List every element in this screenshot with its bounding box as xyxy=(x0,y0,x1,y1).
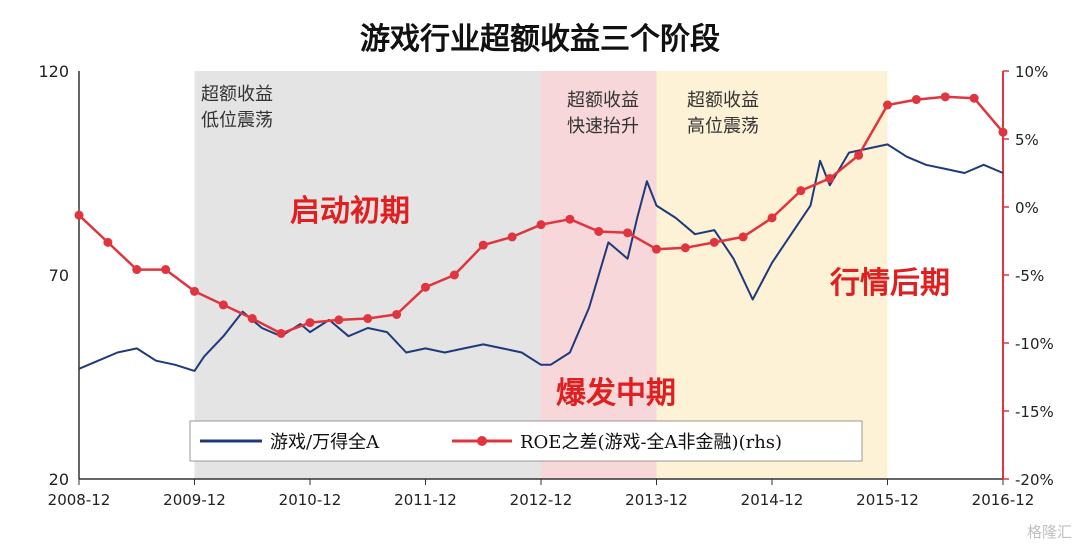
roe-point xyxy=(738,232,748,242)
roe-point xyxy=(334,315,344,325)
y-left-tick-label: 120 xyxy=(38,62,69,81)
roe-point xyxy=(940,92,950,102)
stage-label-burst: 爆发中期 xyxy=(556,376,676,411)
y-right-tick-label: 0% xyxy=(1015,199,1039,217)
y-right-tick-label: -5% xyxy=(1015,267,1044,285)
chart-title: 游戏行业超额收益三个阶段 xyxy=(360,22,720,57)
legend-label-game: 游戏/万得全A xyxy=(270,432,380,453)
roe-point xyxy=(998,127,1008,137)
y-left-tick-label: 70 xyxy=(49,266,69,285)
phase-label-rise: 超额收益 快速抬升 xyxy=(567,90,639,137)
axes: 2008-12 2009-12 2010-12 2011-12 2012-12 2013-… xyxy=(38,62,1053,509)
y-right-tick-label: 5% xyxy=(1015,131,1039,149)
roe-point xyxy=(709,237,719,247)
phase-band-2 xyxy=(656,71,888,479)
x-tick-label: 2013-12 xyxy=(625,491,688,509)
x-tick-label: 2016-12 xyxy=(972,491,1035,509)
phase-label-low: 超额收益 低位震荡 xyxy=(201,84,273,131)
roe-point xyxy=(854,150,864,160)
stage-label-late: 行情后期 xyxy=(830,266,950,301)
y-right-tick-label: -15% xyxy=(1015,403,1054,421)
y-right-tick-label: -10% xyxy=(1015,335,1054,353)
roe-point xyxy=(132,265,142,275)
legend: 游戏/万得全A ROE之差(游戏-全A非金融)(rhs) xyxy=(189,420,863,462)
stage-label-start: 启动初期 xyxy=(290,194,410,229)
roe-point xyxy=(536,220,546,230)
roe-point xyxy=(449,270,459,280)
legend-marker-roe xyxy=(477,436,487,446)
x-tick-label: 2010-12 xyxy=(279,491,342,509)
roe-point xyxy=(218,300,228,310)
roe-point xyxy=(247,314,257,324)
x-tick-label: 2011-12 xyxy=(394,491,457,509)
series xyxy=(74,92,1008,372)
roe-point xyxy=(680,243,690,253)
roe-point xyxy=(767,213,777,223)
roe-point xyxy=(74,210,84,220)
roe-point xyxy=(478,240,488,250)
x-tick-label: 2015-12 xyxy=(856,491,919,509)
roe-point xyxy=(594,226,604,236)
phase-band-0 xyxy=(194,71,541,479)
roe-point xyxy=(363,314,373,324)
roe-point xyxy=(565,214,575,224)
roe-point xyxy=(392,309,402,319)
roe-point xyxy=(103,237,113,247)
roe-point xyxy=(507,232,517,242)
watermark: 格隆汇 xyxy=(1026,523,1072,541)
y-right-tick-label: -20% xyxy=(1015,471,1054,489)
x-tick-label: 2012-12 xyxy=(510,491,573,509)
x-tick-label: 2008-12 xyxy=(48,491,111,509)
roe-point xyxy=(190,286,199,296)
roe-point xyxy=(305,318,315,328)
y-left-tick-label: 20 xyxy=(49,470,69,489)
y-right-tick-label: 10% xyxy=(1015,63,1048,81)
legend-label-roe: ROE之差(游戏-全A非金融)(rhs) xyxy=(520,432,782,453)
roe-point xyxy=(623,228,633,238)
roe-point xyxy=(883,100,892,110)
x-tick-label: 2009-12 xyxy=(163,491,226,509)
roe-point xyxy=(796,186,806,196)
roe-point xyxy=(161,265,171,275)
phase-label-high: 超额收益 高位震荡 xyxy=(687,90,759,137)
roe-point xyxy=(825,173,835,183)
roe-point xyxy=(421,282,430,292)
roe-point xyxy=(652,244,661,254)
roe-point xyxy=(276,328,286,338)
phase-backgrounds xyxy=(194,71,888,479)
roe-point xyxy=(969,93,979,103)
x-tick-label: 2014-12 xyxy=(741,491,804,509)
legend-box xyxy=(189,420,863,462)
roe-point xyxy=(911,95,921,105)
